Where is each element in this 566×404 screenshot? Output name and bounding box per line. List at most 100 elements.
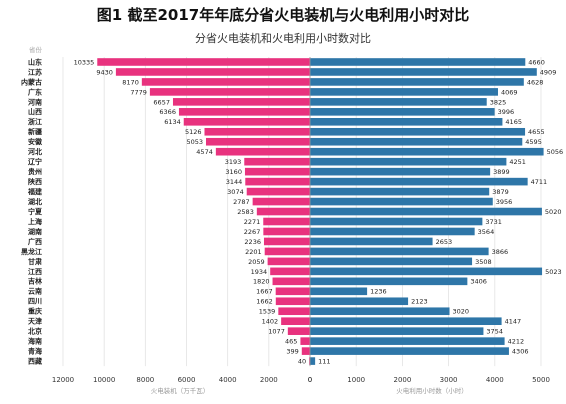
capacity-bar	[263, 217, 310, 226]
capacity-value-label: 1402	[262, 318, 279, 326]
capacity-value-label: 3193	[225, 158, 242, 166]
capacity-value-label: 3074	[227, 188, 244, 196]
hours-bar	[310, 98, 487, 106]
category-label: 海南	[28, 337, 42, 346]
capacity-bar	[183, 118, 310, 126]
capacity-bar	[287, 327, 310, 335]
axes: 12000 10000 8000 6000 4000 2000 00 1000 2000 3000…	[52, 57, 550, 395]
hours-bar	[310, 58, 526, 66]
hours-value-label: 4165	[505, 118, 522, 126]
capacity-value-label: 9430	[96, 68, 113, 76]
capacity-value-label: 1662	[256, 298, 273, 306]
capacity-bar	[264, 247, 310, 256]
category-label: 安徽	[28, 137, 43, 146]
capacity-value-label: 2236	[244, 238, 261, 246]
right-tick-label: 2000	[393, 376, 411, 384]
hours-bar	[310, 307, 450, 316]
hours-value-label: 4251	[509, 158, 526, 166]
capacity-bar	[275, 287, 310, 296]
capacity-value-label: 3144	[226, 178, 243, 186]
capacity-value-label: 2787	[233, 198, 250, 206]
hours-bar	[310, 297, 409, 306]
hours-value-label: 3406	[470, 278, 487, 286]
capacity-value-label: 3160	[225, 168, 242, 176]
capacity-value-label: 6366	[159, 108, 176, 116]
capacity-value-label: 40	[298, 357, 306, 365]
category-label: 贵州	[28, 167, 42, 176]
category-label: 辽宁	[28, 157, 42, 166]
category-label: 甘肃	[28, 257, 42, 266]
hours-bars	[310, 58, 544, 365]
hours-value-label: 1236	[370, 288, 387, 296]
hours-bar	[310, 337, 505, 345]
hours-value-label: 3020	[453, 308, 470, 316]
capacity-bar	[300, 337, 310, 345]
hours-value-label: 4660	[528, 58, 545, 66]
capacity-bar	[97, 58, 311, 66]
capacity-bar	[246, 187, 310, 196]
left-tick-label: 12000	[52, 376, 74, 384]
category-label: 江西	[28, 267, 42, 276]
right-tick-label: 4000	[486, 376, 504, 384]
capacity-value-label: 6134	[164, 118, 181, 126]
hours-bar	[310, 137, 523, 146]
category-label: 江苏	[28, 67, 42, 76]
left-tick-label: 2000	[260, 376, 278, 384]
hours-bar	[310, 68, 537, 76]
right-axis-label: 火电利用小时数（小时）	[396, 386, 468, 395]
category-label: 宁夏	[28, 207, 43, 216]
capacity-value-label: 2201	[245, 248, 262, 256]
hours-value-label: 5056	[547, 148, 564, 156]
hours-bar	[310, 118, 503, 126]
capacity-value-label: 399	[286, 348, 298, 356]
hours-bar	[310, 247, 489, 256]
capacity-bar	[272, 277, 310, 286]
hours-value-label: 3996	[498, 108, 515, 116]
hours-bar	[310, 317, 502, 326]
category-label: 广东	[28, 87, 42, 96]
hours-value-label: 3564	[478, 228, 495, 236]
capacity-bar	[172, 98, 310, 106]
hours-value-label: 3956	[496, 198, 513, 206]
capacity-bar	[270, 267, 310, 276]
hours-value-label: 4595	[525, 138, 542, 146]
hours-bar	[310, 217, 483, 226]
left-tick-label: 8000	[136, 376, 154, 384]
hours-value-label: 5023	[545, 268, 562, 276]
capacity-bar	[281, 317, 310, 326]
capacity-value-label: 1077	[268, 328, 285, 336]
capacity-value-label: 7779	[130, 88, 147, 96]
category-label: 西藏	[28, 356, 42, 365]
capacity-value-label: 1820	[253, 278, 270, 286]
capacity-value-label: 1667	[256, 288, 273, 296]
category-label: 北京	[28, 327, 42, 336]
category-label: 吉林	[28, 277, 43, 286]
category-header: 省份	[29, 45, 43, 54]
capacity-bar	[245, 177, 310, 186]
capacity-value-label: 2059	[248, 258, 265, 266]
capacity-bar	[244, 167, 310, 176]
capacity-bar	[149, 88, 310, 96]
right-tick-label: 1000	[347, 376, 365, 384]
category-label: 四川	[28, 298, 42, 306]
category-label: 新疆	[28, 127, 42, 136]
category-label: 内蒙古	[21, 77, 42, 86]
category-label: 湖北	[28, 197, 42, 206]
hours-value-label: 4212	[508, 338, 525, 346]
category-label: 上海	[28, 217, 42, 226]
left-tick-label: 4000	[219, 376, 237, 384]
capacity-value-label: 2271	[244, 218, 261, 226]
hours-value-label: 4711	[531, 178, 548, 186]
left-tick-label: 0	[308, 376, 312, 384]
capacity-bar	[244, 157, 310, 166]
category-label: 山西	[28, 107, 42, 116]
hours-bar	[310, 327, 484, 335]
hours-value-label: 4147	[505, 318, 522, 326]
capacity-value-label: 10335	[74, 58, 95, 66]
hours-bar	[310, 157, 507, 166]
capacity-bar	[256, 207, 310, 216]
right-tick-label: 0	[308, 376, 312, 384]
right-tick-label: 3000	[440, 376, 458, 384]
